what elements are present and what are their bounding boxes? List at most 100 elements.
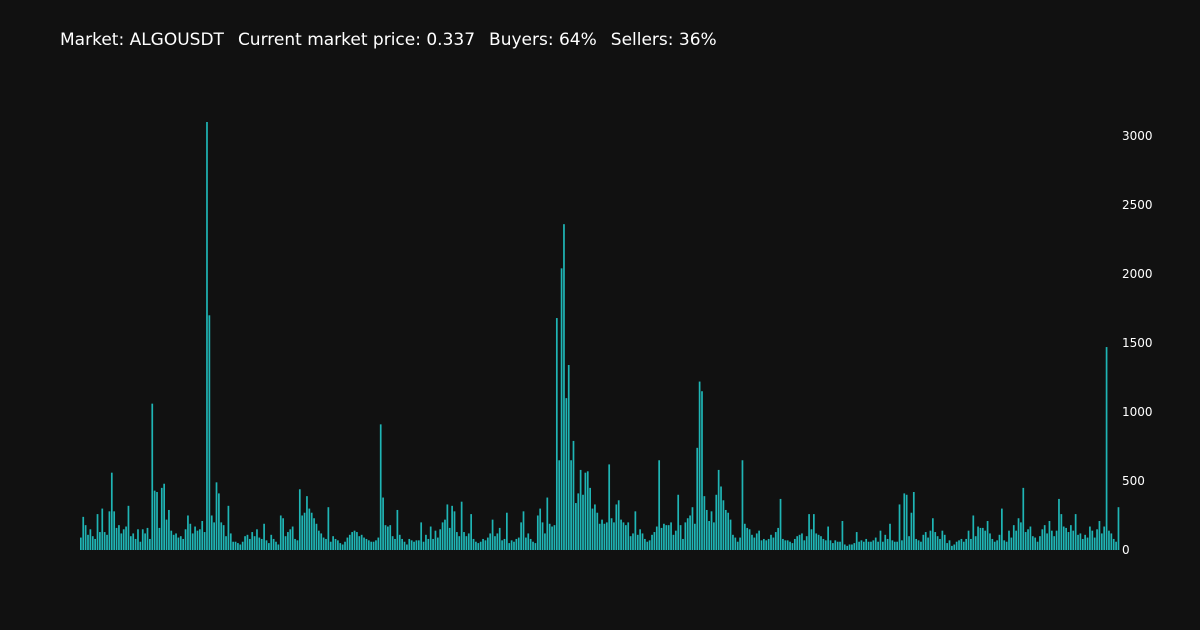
volume-bar <box>851 544 853 550</box>
volume-bar <box>422 541 425 550</box>
volume-bar <box>263 523 265 550</box>
volume-bar <box>824 540 827 550</box>
volume-bar <box>317 530 320 550</box>
volume-bar <box>572 440 575 550</box>
volume-bar <box>970 538 972 550</box>
volume-bar <box>803 540 806 550</box>
volume-bar <box>931 518 934 550</box>
volume-bar <box>872 540 875 550</box>
y-tick-label: 1000 <box>1122 405 1153 419</box>
volume-bar <box>720 486 722 550</box>
volume-bar <box>991 538 994 550</box>
volume-bar <box>646 541 649 550</box>
volume-bar <box>1003 540 1006 550</box>
volume-bar <box>589 487 591 550</box>
volume-bar <box>582 494 584 550</box>
volume-bar <box>289 529 292 550</box>
volume-bar <box>1077 534 1079 550</box>
volume-bar <box>1112 538 1115 550</box>
volume-bar <box>772 537 775 550</box>
volume-bar <box>1108 530 1110 550</box>
volume-bar <box>1115 541 1117 550</box>
volume-bar <box>860 540 863 550</box>
volume-bar <box>465 536 468 550</box>
volume-bar <box>691 507 694 550</box>
volume-bar <box>805 536 808 550</box>
market-header: Market: ALGOUSDT Current market price: 0.… <box>60 30 731 50</box>
volume-bar <box>260 538 263 550</box>
volume-bar <box>460 501 463 550</box>
volume-bar <box>187 515 189 550</box>
volume-bar <box>272 538 275 550</box>
volume-bar <box>96 514 99 550</box>
volume-bar <box>118 525 120 550</box>
sellers-label: Sellers: 36% <box>610 30 717 50</box>
volume-bar <box>943 534 946 550</box>
volume-bar <box>1091 530 1094 550</box>
y-tick-label: 500 <box>1122 474 1145 488</box>
volume-bar <box>1008 530 1010 550</box>
volume-bar <box>915 538 918 550</box>
volume-bar <box>1060 514 1063 550</box>
volume-bar <box>360 534 363 550</box>
volume-bar <box>1093 537 1096 550</box>
volume-bar <box>108 511 111 550</box>
volume-bar <box>979 527 982 550</box>
volume-bar <box>575 503 577 550</box>
volume-bar <box>682 538 684 550</box>
volume-bar <box>436 537 439 550</box>
volume-bar <box>275 541 277 550</box>
volume-bar <box>694 523 696 550</box>
volume-bar <box>80 537 82 550</box>
volume-bar <box>1117 507 1120 550</box>
volume-bar <box>517 537 520 550</box>
volume-bar <box>296 540 299 550</box>
volume-bar <box>1055 530 1058 550</box>
volume-bar <box>463 532 465 550</box>
volume-bar <box>632 533 634 550</box>
volume-bar <box>743 523 746 550</box>
volume-bar <box>1015 530 1017 550</box>
volume-bar <box>429 526 432 550</box>
volume-bar <box>834 540 837 550</box>
volume-bar <box>120 533 123 550</box>
volume-bar <box>539 508 542 550</box>
volume-bar <box>1029 526 1032 550</box>
volume-bar <box>494 536 496 550</box>
volume-bar <box>515 538 518 550</box>
volume-bar <box>727 512 730 550</box>
volume-bar <box>620 519 622 550</box>
volume-bar <box>87 534 89 550</box>
volume-bar <box>227 505 230 550</box>
volume-bar <box>425 534 427 550</box>
volume-bar <box>479 541 482 550</box>
volume-bar <box>177 537 180 550</box>
volume-bar <box>1062 526 1065 550</box>
volume-bar <box>815 533 818 550</box>
volume-bar <box>213 522 215 550</box>
volume-bar <box>648 540 651 550</box>
volume-bar <box>298 489 301 550</box>
volume-bar <box>967 530 970 550</box>
volume-bar <box>798 534 801 550</box>
volume-bar <box>867 541 870 550</box>
volume-bar <box>729 519 732 550</box>
volume-bar <box>470 514 473 550</box>
volume-bar <box>941 530 944 550</box>
volume-bar <box>779 498 782 550</box>
volume-bar <box>1010 537 1013 550</box>
volume-bar <box>472 538 475 550</box>
volume-bar <box>201 521 204 550</box>
volume-bar <box>208 315 211 550</box>
volume-bar <box>1065 527 1067 550</box>
volume-bar <box>665 525 668 550</box>
volume-bar <box>206 122 208 550</box>
volume-bar <box>789 541 791 550</box>
volume-bar <box>924 532 927 550</box>
volume-bar <box>929 530 932 550</box>
volume-bar <box>448 527 451 550</box>
volume-bar <box>839 541 841 550</box>
volume-bar <box>101 508 104 550</box>
volume-bar <box>701 391 703 550</box>
volume-bar <box>1072 530 1075 550</box>
